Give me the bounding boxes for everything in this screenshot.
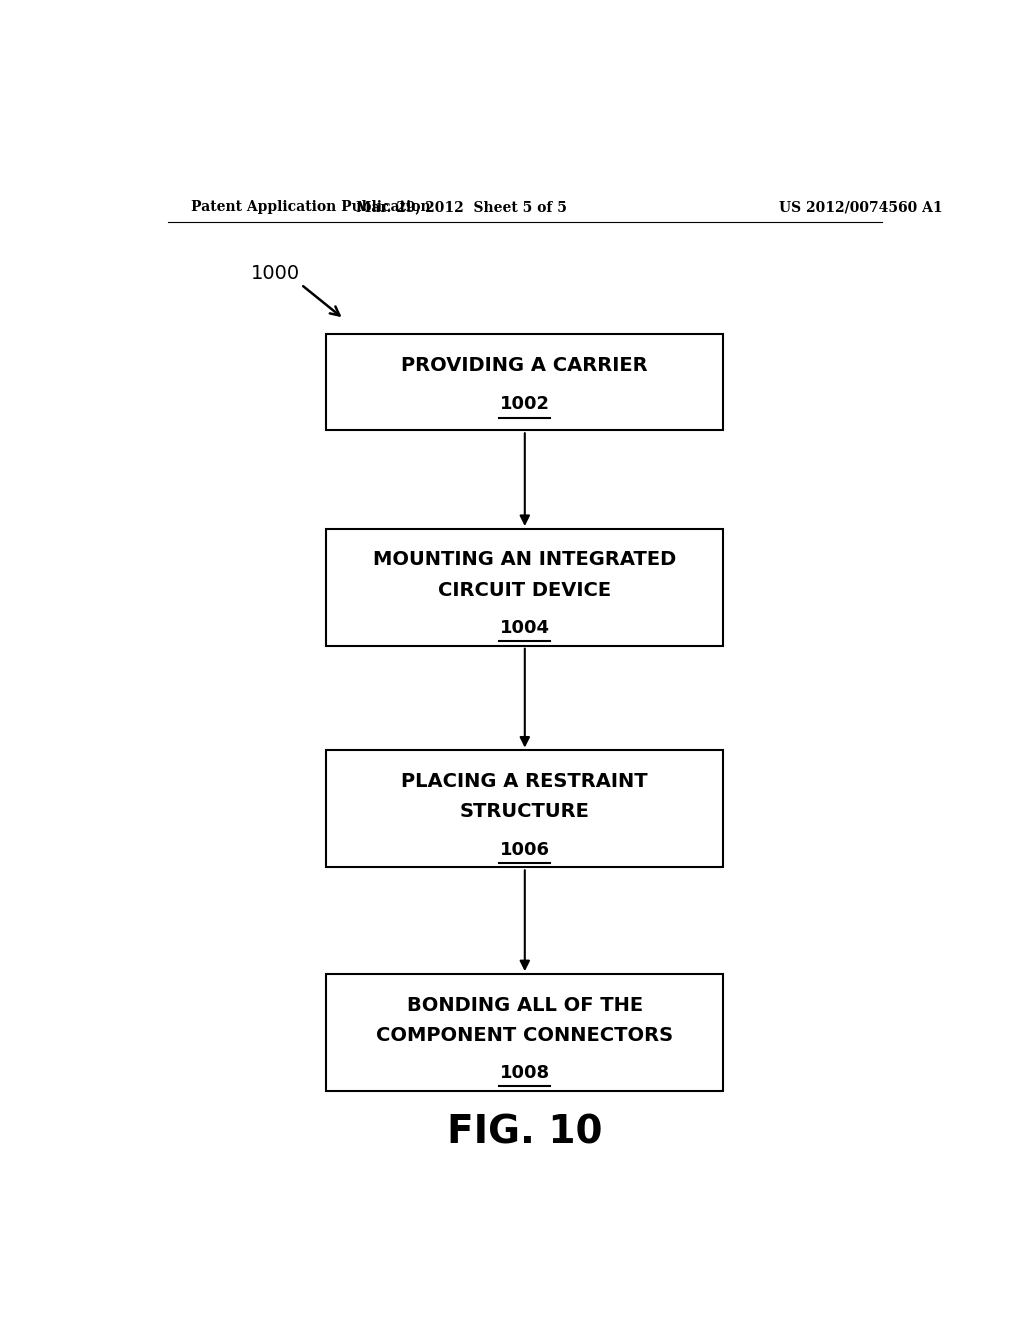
Text: FIG. 10: FIG. 10 [447, 1113, 602, 1151]
FancyBboxPatch shape [327, 974, 723, 1090]
Text: Patent Application Publication: Patent Application Publication [191, 201, 431, 214]
Text: US 2012/0074560 A1: US 2012/0074560 A1 [778, 201, 942, 214]
Text: 1006: 1006 [500, 841, 550, 858]
Text: 1004: 1004 [500, 619, 550, 638]
FancyBboxPatch shape [327, 334, 723, 430]
Text: BONDING ALL OF THE: BONDING ALL OF THE [407, 995, 643, 1015]
Text: COMPONENT CONNECTORS: COMPONENT CONNECTORS [376, 1026, 674, 1045]
Text: CIRCUIT DEVICE: CIRCUIT DEVICE [438, 581, 611, 599]
Text: 1008: 1008 [500, 1064, 550, 1082]
Text: STRUCTURE: STRUCTURE [460, 803, 590, 821]
Text: PROVIDING A CARRIER: PROVIDING A CARRIER [401, 356, 648, 375]
Text: 1002: 1002 [500, 396, 550, 413]
Text: Mar. 29, 2012  Sheet 5 of 5: Mar. 29, 2012 Sheet 5 of 5 [356, 201, 566, 214]
FancyBboxPatch shape [327, 529, 723, 645]
Text: 1000: 1000 [251, 264, 300, 282]
Text: MOUNTING AN INTEGRATED: MOUNTING AN INTEGRATED [373, 550, 677, 569]
Text: PLACING A RESTRAINT: PLACING A RESTRAINT [401, 772, 648, 791]
FancyBboxPatch shape [327, 751, 723, 867]
